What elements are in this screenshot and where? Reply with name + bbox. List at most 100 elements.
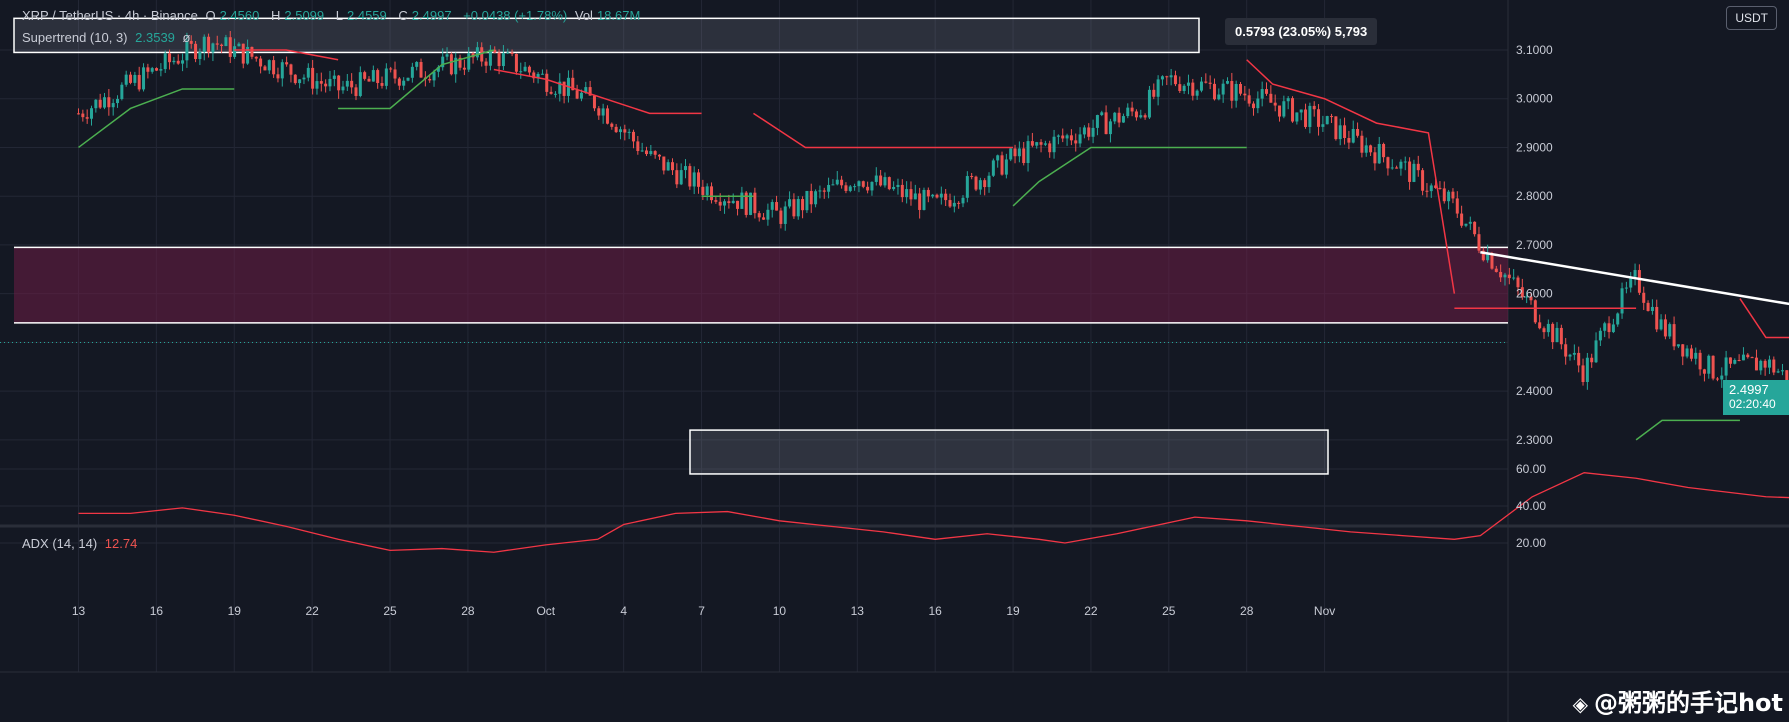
adx-legend[interactable]: ADX (14, 14) 12.74 <box>22 536 141 551</box>
candle <box>1564 338 1568 365</box>
candle-body <box>276 74 280 79</box>
candle <box>987 172 991 193</box>
candle-body <box>228 37 232 57</box>
candle-body <box>809 190 813 205</box>
candle-body <box>506 52 510 54</box>
candle <box>1447 189 1451 210</box>
candle-body <box>1676 344 1680 347</box>
time-tick-label: 22 <box>1084 604 1098 618</box>
candle <box>1603 321 1607 338</box>
candle <box>259 55 263 74</box>
candle <box>861 180 865 189</box>
watermark: ◈ @粥粥的手记hot <box>1573 683 1783 718</box>
candle <box>462 59 466 76</box>
candle <box>250 46 254 60</box>
candle <box>922 187 926 211</box>
supertrend-down-line <box>1739 298 1789 339</box>
candle-body <box>1598 330 1602 341</box>
candle <box>1655 299 1659 333</box>
candle-body <box>1590 357 1594 363</box>
candle <box>146 63 150 79</box>
candle <box>272 55 276 78</box>
candle-body <box>1737 360 1741 362</box>
candle-body <box>311 67 315 89</box>
candle-body <box>527 66 531 73</box>
candle-body <box>1360 135 1364 153</box>
candle <box>1212 78 1216 101</box>
candle-body <box>1551 323 1555 343</box>
candle <box>211 42 215 62</box>
price-tick-label: 2.7000 <box>1516 238 1553 252</box>
candle-body <box>1390 167 1394 169</box>
candle-body <box>1325 116 1329 125</box>
candle-body <box>1512 277 1516 279</box>
candle <box>1377 136 1381 164</box>
candle-body <box>1299 109 1303 113</box>
candle-body <box>380 83 384 86</box>
candle-body <box>155 68 159 71</box>
candle-body <box>775 202 779 211</box>
candle <box>215 35 219 50</box>
candle-body <box>319 81 323 84</box>
candle <box>623 124 627 141</box>
candle-body <box>965 176 969 198</box>
candle <box>1442 181 1446 204</box>
candle <box>363 70 367 81</box>
candle <box>1304 103 1308 129</box>
currency-button[interactable]: USDT <box>1726 6 1777 30</box>
candle-body <box>662 156 666 171</box>
candle-body <box>1533 300 1537 323</box>
candle-body <box>254 56 258 59</box>
candle-body <box>77 113 80 115</box>
candle-body <box>1585 357 1589 383</box>
candle-body <box>1715 378 1719 380</box>
candle <box>1178 76 1182 93</box>
candle <box>892 181 896 191</box>
supertrend-label: Supertrend (10, 3) <box>22 30 128 45</box>
candle <box>254 56 258 62</box>
candle <box>276 67 280 83</box>
candle <box>1520 278 1524 300</box>
candle-body <box>263 66 267 71</box>
candle-body <box>376 70 380 84</box>
candle-body <box>215 43 219 45</box>
candle-body <box>1230 81 1234 101</box>
candle-body <box>1650 306 1654 311</box>
candle <box>1395 165 1399 169</box>
ohlc-open: O 2.4560 <box>205 8 260 23</box>
candle <box>592 94 596 112</box>
candle <box>1702 368 1706 382</box>
candle <box>1590 353 1594 368</box>
candle <box>666 159 670 171</box>
candle <box>1533 299 1537 324</box>
candle-body <box>922 189 926 210</box>
symbol-label[interactable]: XRP / TetherUS · 4h · Binance <box>22 8 198 23</box>
candle <box>1624 281 1628 294</box>
candle <box>1538 314 1542 330</box>
candle-body <box>1559 327 1563 345</box>
candle-body <box>857 181 861 187</box>
candle <box>1035 141 1039 149</box>
candle <box>1195 89 1199 100</box>
candle-body <box>1499 271 1503 278</box>
candle-body <box>757 213 761 218</box>
candle <box>1082 125 1086 139</box>
candle-body <box>1382 143 1386 158</box>
supertrend-legend[interactable]: Supertrend (10, 3) 2.3539 ø <box>22 30 194 45</box>
candle <box>1607 316 1611 339</box>
candle-body <box>1191 82 1195 96</box>
candle <box>1091 119 1095 144</box>
candle <box>1403 156 1407 171</box>
candle-body <box>1373 152 1377 164</box>
candle <box>1325 115 1329 125</box>
candle <box>965 171 969 203</box>
candle <box>367 76 371 82</box>
candle-body <box>913 193 917 200</box>
candle-body <box>107 97 111 108</box>
candle-body <box>1035 142 1039 146</box>
candle-body <box>978 180 982 190</box>
candle <box>1087 123 1091 141</box>
candle <box>1715 376 1719 382</box>
candle <box>1017 141 1021 163</box>
